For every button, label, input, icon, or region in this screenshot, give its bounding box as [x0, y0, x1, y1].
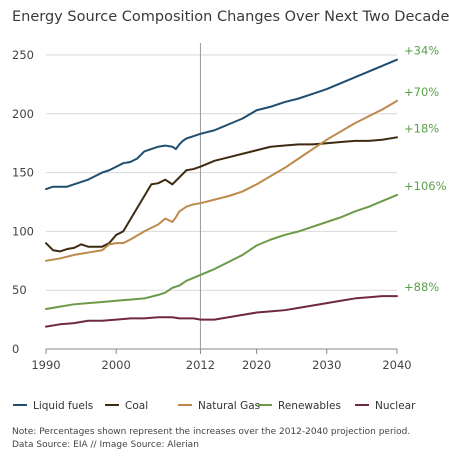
y-tick-label: 100: [12, 224, 34, 238]
y-tick-label: 200: [12, 107, 34, 121]
legend-item-coal: Coal: [125, 400, 148, 412]
x-tick-label: 2020: [242, 358, 271, 372]
x-tick-label: 2012: [186, 358, 215, 372]
legend-item-renewables: Renewables: [278, 400, 341, 412]
legend-item-liquid-fuels: Liquid fuels: [33, 400, 93, 412]
series-line-coal: [45, 136, 398, 253]
legend-item-nuclear: Nuclear: [375, 400, 416, 412]
change-label-coal: +18%: [404, 121, 439, 135]
change-labels: +34% +18% +70% +106% +88%: [404, 44, 447, 294]
series-line-natural-gas: [45, 99, 398, 262]
change-label-natural-gas: +70%: [404, 85, 439, 99]
change-label-nuclear: +88%: [404, 280, 439, 294]
y-tick-label: 50: [12, 283, 27, 297]
x-tick-label: 1990: [31, 358, 60, 372]
footnote-source: Data Source: EIA // Image Source: Aleria…: [12, 440, 199, 450]
x-tick-label: 2000: [102, 358, 131, 372]
axis-layer: 0 50 100 150 200 250 1990 2000 2012 2020 2030 2040: [12, 43, 412, 372]
x-tick-label: 2030: [312, 358, 341, 372]
footnote-note: Note: Percentages shown represent the in…: [12, 427, 411, 437]
footnote: Note: Percentages shown represent the in…: [12, 426, 410, 452]
series-line-liquid-fuels: [45, 58, 398, 191]
legend-item-natural-gas: Natural Gas: [198, 400, 260, 412]
chart-title: Energy Source Composition Changes Over N…: [12, 9, 449, 25]
legend: Liquid fuels Coal Natural Gas Renewables Nuc…: [13, 400, 416, 412]
series-layer: [45, 58, 398, 328]
x-tick-label: 2040: [382, 358, 411, 372]
grid-layer: [46, 54, 397, 291]
change-label-liquid-fuels: +34%: [404, 44, 439, 58]
series-line-renewables: [45, 193, 398, 311]
series-line-nuclear: [45, 295, 398, 328]
change-label-renewables: +106%: [404, 179, 447, 193]
y-tick-label: 250: [12, 48, 34, 62]
y-tick-label: 0: [12, 342, 19, 356]
y-tick-label: 150: [12, 166, 34, 180]
